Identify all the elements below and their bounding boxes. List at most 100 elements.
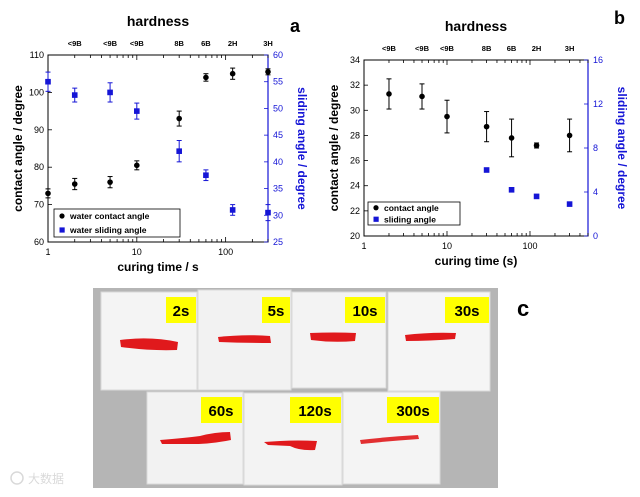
data-point-contact <box>265 69 271 75</box>
hardness-tick-label: 3H <box>565 44 575 53</box>
data-point-contact <box>419 93 425 100</box>
data-point-sliding <box>134 108 140 114</box>
y-axis-label-left: contact angle / degree <box>11 85 25 212</box>
y-tick-label-right: 25 <box>273 237 283 247</box>
legend-box <box>367 201 461 226</box>
y-tick-label-right: 35 <box>273 184 283 194</box>
time-label-text: 60s <box>208 403 233 420</box>
y-tick-label-left: 60 <box>34 237 44 247</box>
legend-marker-sliding <box>373 216 379 222</box>
y-tick-label-left: 28 <box>350 130 360 140</box>
y-tick-label-right: 40 <box>273 157 283 167</box>
hardness-title: hardness <box>445 18 507 34</box>
time-label-5s: 5s <box>262 297 290 323</box>
y-tick-label-left: 100 <box>29 87 44 97</box>
data-point-contact <box>444 113 450 120</box>
ink-swatch-2s <box>120 338 178 351</box>
time-label-text: 2s <box>173 303 190 320</box>
time-label-60s: 60s <box>201 397 242 423</box>
ink-swatch-300s <box>360 435 419 444</box>
y-tick-label-right: 55 <box>273 77 283 87</box>
y-tick-label-right: 50 <box>273 103 283 113</box>
y-tick-label-right: 16 <box>593 55 603 65</box>
data-point-contact <box>566 132 573 139</box>
time-label-text: 5s <box>268 303 285 320</box>
y-tick-label-right: 4 <box>593 187 598 197</box>
x-axis-label: curing time / s <box>117 260 199 274</box>
y-tick-label-right: 45 <box>273 130 283 140</box>
data-point-sliding <box>265 209 271 216</box>
panel-label-c: c <box>517 296 529 321</box>
y-tick-label-left: 24 <box>350 181 360 191</box>
chart-b: 1 10 100 20 22 24 26 28 30 32 34 0 4 8 12 16 curing time… <box>327 18 629 268</box>
data-point-sliding <box>508 187 515 193</box>
y-axis-label-right: sliding angle / degree <box>615 87 629 210</box>
watermark-logo-icon <box>10 471 24 485</box>
data-point-contact <box>229 70 236 77</box>
data-point-sliding <box>566 201 573 207</box>
x-tick-label: 1 <box>361 241 366 251</box>
legend-entry: water sliding angle <box>69 225 147 235</box>
time-label-text: 120s <box>298 403 331 420</box>
data-point-sliding <box>107 89 113 96</box>
y-tick-label-left: 90 <box>34 125 44 135</box>
ink-swatch-5s <box>218 335 271 343</box>
data-point-sliding <box>176 148 182 154</box>
photo-panel: 2s 5s 10s 30s 60s 120s 300s <box>93 288 498 488</box>
y-tick-label-left: 34 <box>350 55 360 65</box>
y-tick-label-left: 32 <box>350 80 360 90</box>
data-point-contact <box>45 190 51 197</box>
time-label-10s: 10s <box>345 297 385 323</box>
y-tick-label-left: 26 <box>350 156 360 166</box>
data-point-sliding <box>483 167 490 173</box>
hardness-tick-label: <9B <box>68 39 83 48</box>
hardness-tick-label: <9B <box>103 39 118 48</box>
panel-label-b: b <box>614 8 625 28</box>
hardness-tick-label: 8B <box>482 44 492 53</box>
hardness-tick-label: <9B <box>130 39 145 48</box>
time-label-text: 10s <box>352 303 377 320</box>
x-tick-label: 10 <box>442 241 452 251</box>
data-point-contact <box>508 135 515 141</box>
time-label-2s: 2s <box>166 297 196 323</box>
data-point-contact <box>483 123 490 130</box>
ink-swatch-10s <box>310 332 356 342</box>
legend-entry: water contact angle <box>69 211 150 221</box>
x-tick-label: 1 <box>45 247 50 257</box>
data-point-contact <box>533 142 540 149</box>
x-tick-label: 100 <box>218 247 233 257</box>
y-axis-label-left: contact angle / degree <box>327 84 341 211</box>
y-tick-label-right: 12 <box>593 99 603 109</box>
time-label-30s: 30s <box>445 297 489 323</box>
y-tick-label-right: 30 <box>273 210 283 220</box>
hardness-tick-label: 6B <box>507 44 517 53</box>
hardness-tick-label: 2H <box>532 44 542 53</box>
x-tick-label: 100 <box>522 241 537 251</box>
hardness-tick-label: 6B <box>201 39 211 48</box>
watermark-text: 大数据 <box>28 471 64 486</box>
y-tick-label-left: 20 <box>350 231 360 241</box>
time-label-text: 30s <box>454 303 479 320</box>
y-tick-label-right: 0 <box>593 231 598 241</box>
y-tick-label-left: 30 <box>350 105 360 115</box>
y-tick-label-left: 70 <box>34 200 44 210</box>
legend-entry: contact angle <box>384 203 439 213</box>
hardness-title: hardness <box>127 13 189 29</box>
hardness-tick-label: <9B <box>415 44 430 53</box>
x-tick-label: 10 <box>132 247 142 257</box>
time-label-300s: 300s <box>387 397 439 423</box>
y-tick-label-right: 60 <box>273 50 283 60</box>
chart-a: 1 10 100607080901001102530354045505560curi… <box>11 13 309 274</box>
y-tick-label-left: 80 <box>34 162 44 172</box>
panel-label-a: a <box>290 16 301 36</box>
ink-swatch-120s <box>264 440 317 451</box>
hardness-tick-label: <9B <box>382 44 397 53</box>
data-point-sliding <box>71 92 78 98</box>
legend-entry: sliding angle <box>384 214 436 224</box>
y-tick-label-left: 22 <box>350 206 360 216</box>
data-point-sliding <box>229 207 236 213</box>
hardness-tick-label: 3H <box>263 39 273 48</box>
data-point-contact <box>71 181 78 187</box>
data-point-contact <box>134 162 140 169</box>
